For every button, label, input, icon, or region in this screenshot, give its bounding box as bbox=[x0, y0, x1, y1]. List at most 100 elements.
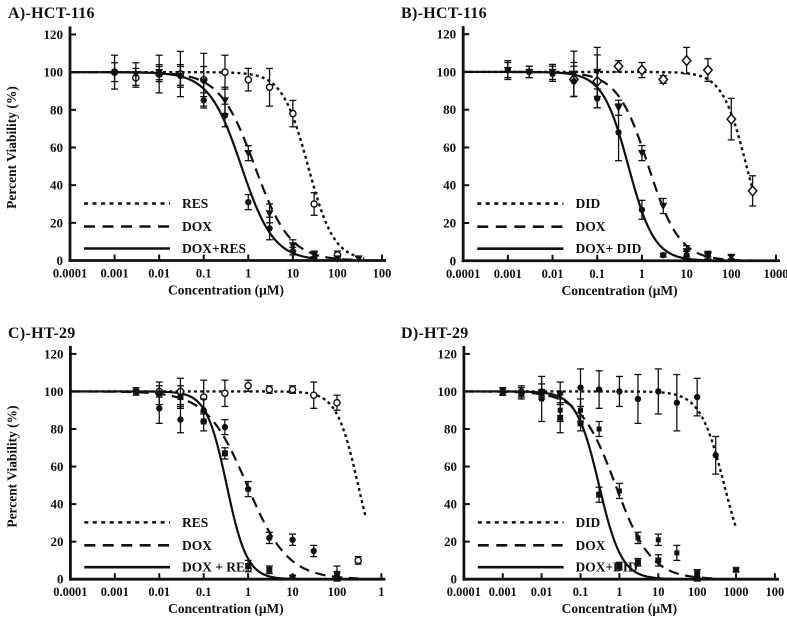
legend-label: DID bbox=[576, 515, 601, 530]
x-tick-label: 100 bbox=[688, 585, 707, 599]
y-tick-label: 120 bbox=[437, 27, 457, 42]
x-axis: 0.0001 0.001 0.01 0.1 1 10 100 1000 100 Concentra… bbox=[447, 573, 784, 616]
series-curve-DID bbox=[463, 70, 754, 190]
y-tick-label: 0 bbox=[450, 253, 457, 268]
plot-canvas-c: 0.0001 0.001 0.01 0.1 1 10 100 1 Concentration (… bbox=[5, 345, 386, 616]
x-tick-label: 100 bbox=[766, 585, 785, 599]
series-curve-RES bbox=[70, 70, 365, 260]
x-tick-label: 10 bbox=[680, 267, 693, 281]
y-tick-label: 20 bbox=[50, 534, 63, 549]
x-tick-label: 0.1 bbox=[573, 585, 589, 599]
y-tick-label: 0 bbox=[450, 572, 456, 587]
y-tick-label: 80 bbox=[50, 421, 63, 436]
x-tick-label: 0.0001 bbox=[53, 585, 87, 599]
panel-title: B)-HCT-116 bbox=[401, 5, 487, 22]
x-tick-label: 0.001 bbox=[494, 267, 522, 281]
x-tick-label: 1 bbox=[378, 585, 384, 599]
series-points-DOX bbox=[131, 62, 363, 263]
x-axis: 0.0001 0.001 0.01 0.1 1 10 100 1 Concentration (… bbox=[53, 573, 385, 616]
y-axis: 0 20 40 60 80 100 120 bbox=[437, 27, 470, 268]
x-tick-label: 1 bbox=[616, 585, 622, 599]
plot-canvas-a: 0.0001 0.001 0.01 0.1 1 10 100 100 Concentration… bbox=[4, 26, 392, 298]
panel-a-hct116: A)-HCT-116 0.0001 0.001 0.01 0.1 1 10 100 100 Co… bbox=[0, 0, 393, 320]
series-curve-DID bbox=[463, 390, 738, 528]
x-tick-label: 1 bbox=[245, 267, 251, 281]
series-points-DOX+DID bbox=[504, 59, 712, 260]
y-tick-label: 60 bbox=[50, 140, 63, 155]
y-tick-label: 40 bbox=[50, 497, 63, 512]
legend-label: DOX bbox=[182, 538, 212, 553]
x-tick-label: 1000 bbox=[763, 267, 787, 281]
legend-label: DOX bbox=[575, 219, 605, 234]
x-tick-label: 0.0001 bbox=[447, 585, 481, 599]
y-tick-label: 100 bbox=[437, 64, 457, 79]
panel-b-hct116: B)-HCT-116 0.0001 0.001 0.01 0.1 1 10 100 1000 C… bbox=[393, 0, 787, 320]
legend-label: DOX+DID bbox=[576, 560, 638, 575]
series-points-RES bbox=[155, 377, 362, 565]
x-tick-label: 100 bbox=[373, 267, 392, 281]
y-tick-label: 100 bbox=[438, 384, 457, 399]
legend-label: DOX+ DID bbox=[575, 241, 641, 256]
axes bbox=[69, 345, 386, 581]
y-tick-label: 0 bbox=[57, 253, 64, 268]
x-tick-label: 0.001 bbox=[101, 585, 129, 599]
y-tick-label: 20 bbox=[444, 534, 457, 549]
y-tick-label: 40 bbox=[444, 497, 457, 512]
legend: DID DOX DOX+ DID bbox=[477, 196, 642, 256]
panel-title: D)-HT-29 bbox=[401, 325, 469, 342]
series-curve-DOX bbox=[70, 71, 362, 262]
axes bbox=[462, 345, 779, 581]
x-tick-label: 100 bbox=[328, 267, 347, 281]
x-tick-label: 100 bbox=[722, 267, 741, 281]
y-axis: 0 20 40 60 80 100 120 bbox=[438, 346, 470, 587]
legend-label: RES bbox=[182, 515, 208, 530]
legend: RES DOX DOX + RES bbox=[84, 515, 252, 575]
legend-label: DOX bbox=[576, 538, 606, 553]
y-tick-label: 20 bbox=[50, 215, 63, 230]
y-tick-label: 80 bbox=[444, 421, 457, 436]
y-tick-label: 20 bbox=[443, 216, 457, 231]
series-curve-DOX bbox=[463, 70, 753, 262]
legend-label: DOX bbox=[182, 219, 212, 234]
y-axis-title: Percent Viability (%) bbox=[4, 86, 19, 209]
y-axis-title: Percent Viability (%) bbox=[5, 405, 20, 527]
x-tick-label: 1000 bbox=[724, 585, 749, 599]
legend-label: RES bbox=[182, 196, 208, 211]
x-tick-label: 10 bbox=[286, 585, 298, 599]
y-tick-label: 100 bbox=[44, 384, 63, 399]
panel-d-ht29: D)-HT-29 0.0001 0.001 0.01 0.1 1 10 100 1000 100… bbox=[393, 320, 787, 638]
x-axis-title: Concentration (μM) bbox=[562, 283, 678, 299]
x-tick-label: 0.001 bbox=[489, 585, 517, 599]
x-axis: 0.0001 0.001 0.01 0.1 1 10 100 100 Concentration… bbox=[53, 254, 392, 298]
y-tick-label: 120 bbox=[44, 346, 63, 361]
legend-label: DOX + RES bbox=[182, 560, 252, 575]
x-axis-title: Concentration (μM) bbox=[168, 283, 284, 298]
panel-title: A)-HCT-116 bbox=[8, 5, 95, 22]
x-tick-label: 100 bbox=[328, 585, 347, 599]
panel-c-ht29: C)-HT-29 0.0001 0.001 0.01 0.1 1 10 100 1 Concen… bbox=[0, 320, 393, 638]
x-tick-label: 0.001 bbox=[101, 267, 129, 281]
y-tick-label: 40 bbox=[50, 178, 63, 193]
x-tick-label: 0.0001 bbox=[446, 267, 480, 281]
series-points-DOX bbox=[155, 392, 341, 582]
x-tick-label: 1 bbox=[245, 585, 251, 599]
y-tick-label: 60 bbox=[443, 140, 457, 155]
series-points-DOX+DID bbox=[499, 387, 740, 578]
series-points-DID bbox=[499, 368, 720, 475]
x-tick-label: 10 bbox=[652, 585, 664, 599]
x-tick-label: 0.01 bbox=[148, 267, 170, 281]
x-tick-label: 0.0001 bbox=[53, 267, 87, 281]
x-tick-label: 0.1 bbox=[589, 267, 605, 281]
series-curve-RES bbox=[70, 390, 368, 519]
series-points-DOX bbox=[503, 46, 736, 262]
x-tick-label: 0.01 bbox=[148, 585, 170, 599]
axes bbox=[461, 26, 780, 263]
series-curve-DOX+RES bbox=[70, 71, 315, 260]
y-tick-label: 60 bbox=[444, 459, 457, 474]
y-tick-label: 80 bbox=[50, 102, 63, 117]
series-curve-DOX bbox=[70, 390, 359, 580]
series-curve-DOX+RES bbox=[70, 390, 359, 581]
y-tick-label: 60 bbox=[50, 459, 63, 474]
x-tick-label: 0.1 bbox=[196, 585, 212, 599]
